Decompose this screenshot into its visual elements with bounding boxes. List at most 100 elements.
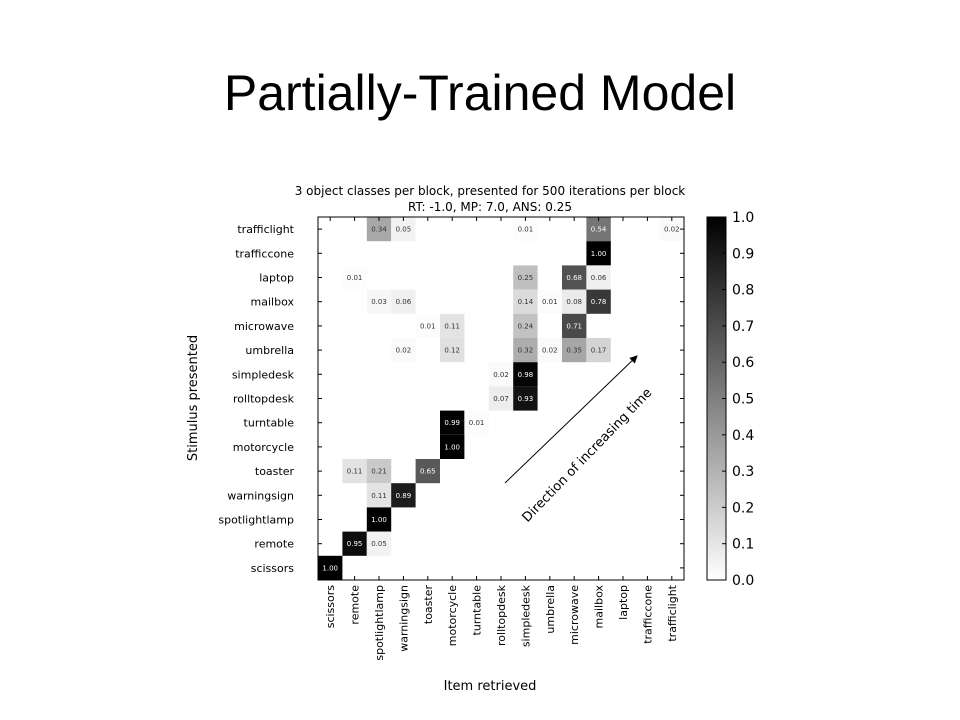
annotation: Direction of increasing time xyxy=(520,386,656,526)
cell-label: 0.07 xyxy=(493,395,509,403)
cell-label: 0.68 xyxy=(566,274,582,282)
colorbar-tick-label: 0.0 xyxy=(732,573,754,589)
x-tick-label: toaster xyxy=(422,585,435,625)
x-tick-label: trafficlight xyxy=(666,584,679,641)
cell-label: 0.01 xyxy=(420,322,436,330)
x-tick-label: mailbox xyxy=(593,585,606,629)
cell-label: 0.65 xyxy=(420,468,436,476)
heatmap-cell xyxy=(586,338,611,363)
y-tick-label: mailbox xyxy=(251,296,295,309)
slide-title: Partially-Trained Model xyxy=(224,65,736,121)
heatmap-cell xyxy=(513,313,538,338)
cell-label: 0.06 xyxy=(396,298,412,306)
y-tick-label: turntable xyxy=(244,417,295,430)
heatmap-cell xyxy=(440,313,465,338)
y-tick-label: warningsign xyxy=(227,489,294,502)
cell-label: 0.01 xyxy=(542,298,558,306)
cell-label: 0.01 xyxy=(469,419,485,427)
x-tick-label: rolltopdesk xyxy=(495,584,508,646)
colorbar-tick-label: 0.8 xyxy=(732,283,754,299)
colorbar-tick-label: 1.0 xyxy=(732,210,754,226)
cell-label: 0.05 xyxy=(371,540,387,548)
heatmap-cell xyxy=(513,386,538,411)
heatmap-cell xyxy=(366,507,392,532)
colorbar-tick-label: 0.6 xyxy=(732,355,754,371)
heatmap-cell xyxy=(464,410,489,435)
x-tick-label: umbrella xyxy=(544,585,557,634)
cell-label: 0.02 xyxy=(542,347,558,355)
heatmap-cell xyxy=(415,459,440,484)
heatmap-cell xyxy=(440,410,465,435)
cell-label: 0.54 xyxy=(591,226,607,234)
y-tick-label: motorcycle xyxy=(233,441,294,454)
y-tick-label: spotlightlamp xyxy=(218,514,294,527)
chart-subtitle: RT: -1.0, MP: 7.0, ANS: 0.25 xyxy=(408,200,572,214)
y-tick-label: trafficcone xyxy=(235,247,294,260)
cell-label: 0.14 xyxy=(518,298,534,306)
cell-label: 0.01 xyxy=(518,226,534,234)
heatmap-cell xyxy=(391,338,416,363)
cell-label: 0.78 xyxy=(591,298,607,306)
heatmap-cell xyxy=(513,265,538,290)
cell-label: 0.89 xyxy=(396,492,412,500)
heatmap-cell xyxy=(562,265,587,290)
cell-label: 0.24 xyxy=(518,322,534,330)
cell-label: 1.00 xyxy=(444,443,460,451)
heatmap-cell xyxy=(537,338,562,363)
cell-label: 0.93 xyxy=(518,395,534,403)
heatmap-cell xyxy=(366,531,392,556)
heatmap-cell xyxy=(391,483,416,508)
chart-title: 3 object classes per block, presented fo… xyxy=(295,184,686,198)
heatmap-cell xyxy=(440,338,465,363)
x-tick-label: warningsign xyxy=(397,585,410,652)
x-tick-label: remote xyxy=(349,585,362,625)
y-tick-label: microwave xyxy=(234,320,294,333)
heatmap-cell xyxy=(366,459,392,484)
y-tick-label: remote xyxy=(254,538,294,551)
cell-label: 0.11 xyxy=(347,468,363,476)
colorbar-tick-label: 0.9 xyxy=(732,246,754,262)
cell-label: 0.25 xyxy=(518,274,534,282)
cell-label: 0.05 xyxy=(396,226,412,234)
heatmap-cell xyxy=(586,265,611,290)
x-tick-label: trafficcone xyxy=(641,585,654,644)
cell-label: 0.17 xyxy=(591,347,607,355)
y-axis-label: Stimulus presented xyxy=(186,335,201,461)
heatmap-cell xyxy=(488,362,514,387)
x-tick-label: simpledesk xyxy=(519,584,532,647)
cell-label: 0.34 xyxy=(371,226,387,234)
heatmap-cell xyxy=(366,289,392,314)
x-tick-label: turntable xyxy=(471,585,484,636)
heatmap-cell xyxy=(366,483,392,508)
y-tick-label: toaster xyxy=(255,465,295,478)
cell-label: 1.00 xyxy=(371,516,387,524)
y-tick-label: scissors xyxy=(251,562,295,575)
y-tick-label: rolltopdesk xyxy=(233,393,295,406)
heatmap-cell xyxy=(440,434,465,459)
heatmap-cell xyxy=(513,217,538,242)
heatmap-cell xyxy=(537,289,562,314)
heatmap-cell xyxy=(513,362,538,387)
y-tick-label: trafficlight xyxy=(237,223,294,236)
y-tick-label: simpledesk xyxy=(232,368,295,381)
colorbar-tick-label: 0.4 xyxy=(732,428,754,444)
cell-label: 0.71 xyxy=(566,322,582,330)
colorbar-tick-label: 0.1 xyxy=(732,537,754,553)
cell-label: 0.03 xyxy=(371,298,387,306)
colorbar-tick-label: 0.5 xyxy=(732,392,754,408)
cell-label: 0.11 xyxy=(371,492,387,500)
colorbar-tick-label: 0.3 xyxy=(732,464,754,480)
cell-label: 0.99 xyxy=(444,419,460,427)
cell-label: 0.35 xyxy=(566,347,582,355)
heatmap-cell xyxy=(391,289,416,314)
colorbar-tick-label: 0.7 xyxy=(732,319,754,335)
cell-label: 1.00 xyxy=(591,250,607,258)
heatmap-cell xyxy=(342,459,367,484)
colorbar-tick-label: 0.2 xyxy=(732,500,754,516)
heatmap-cell xyxy=(586,289,611,314)
x-tick-label: motorcycle xyxy=(446,585,459,646)
heatmap-cell xyxy=(318,555,343,580)
x-axis-label: Item retrieved xyxy=(444,679,537,694)
heatmap-cell xyxy=(366,217,392,242)
